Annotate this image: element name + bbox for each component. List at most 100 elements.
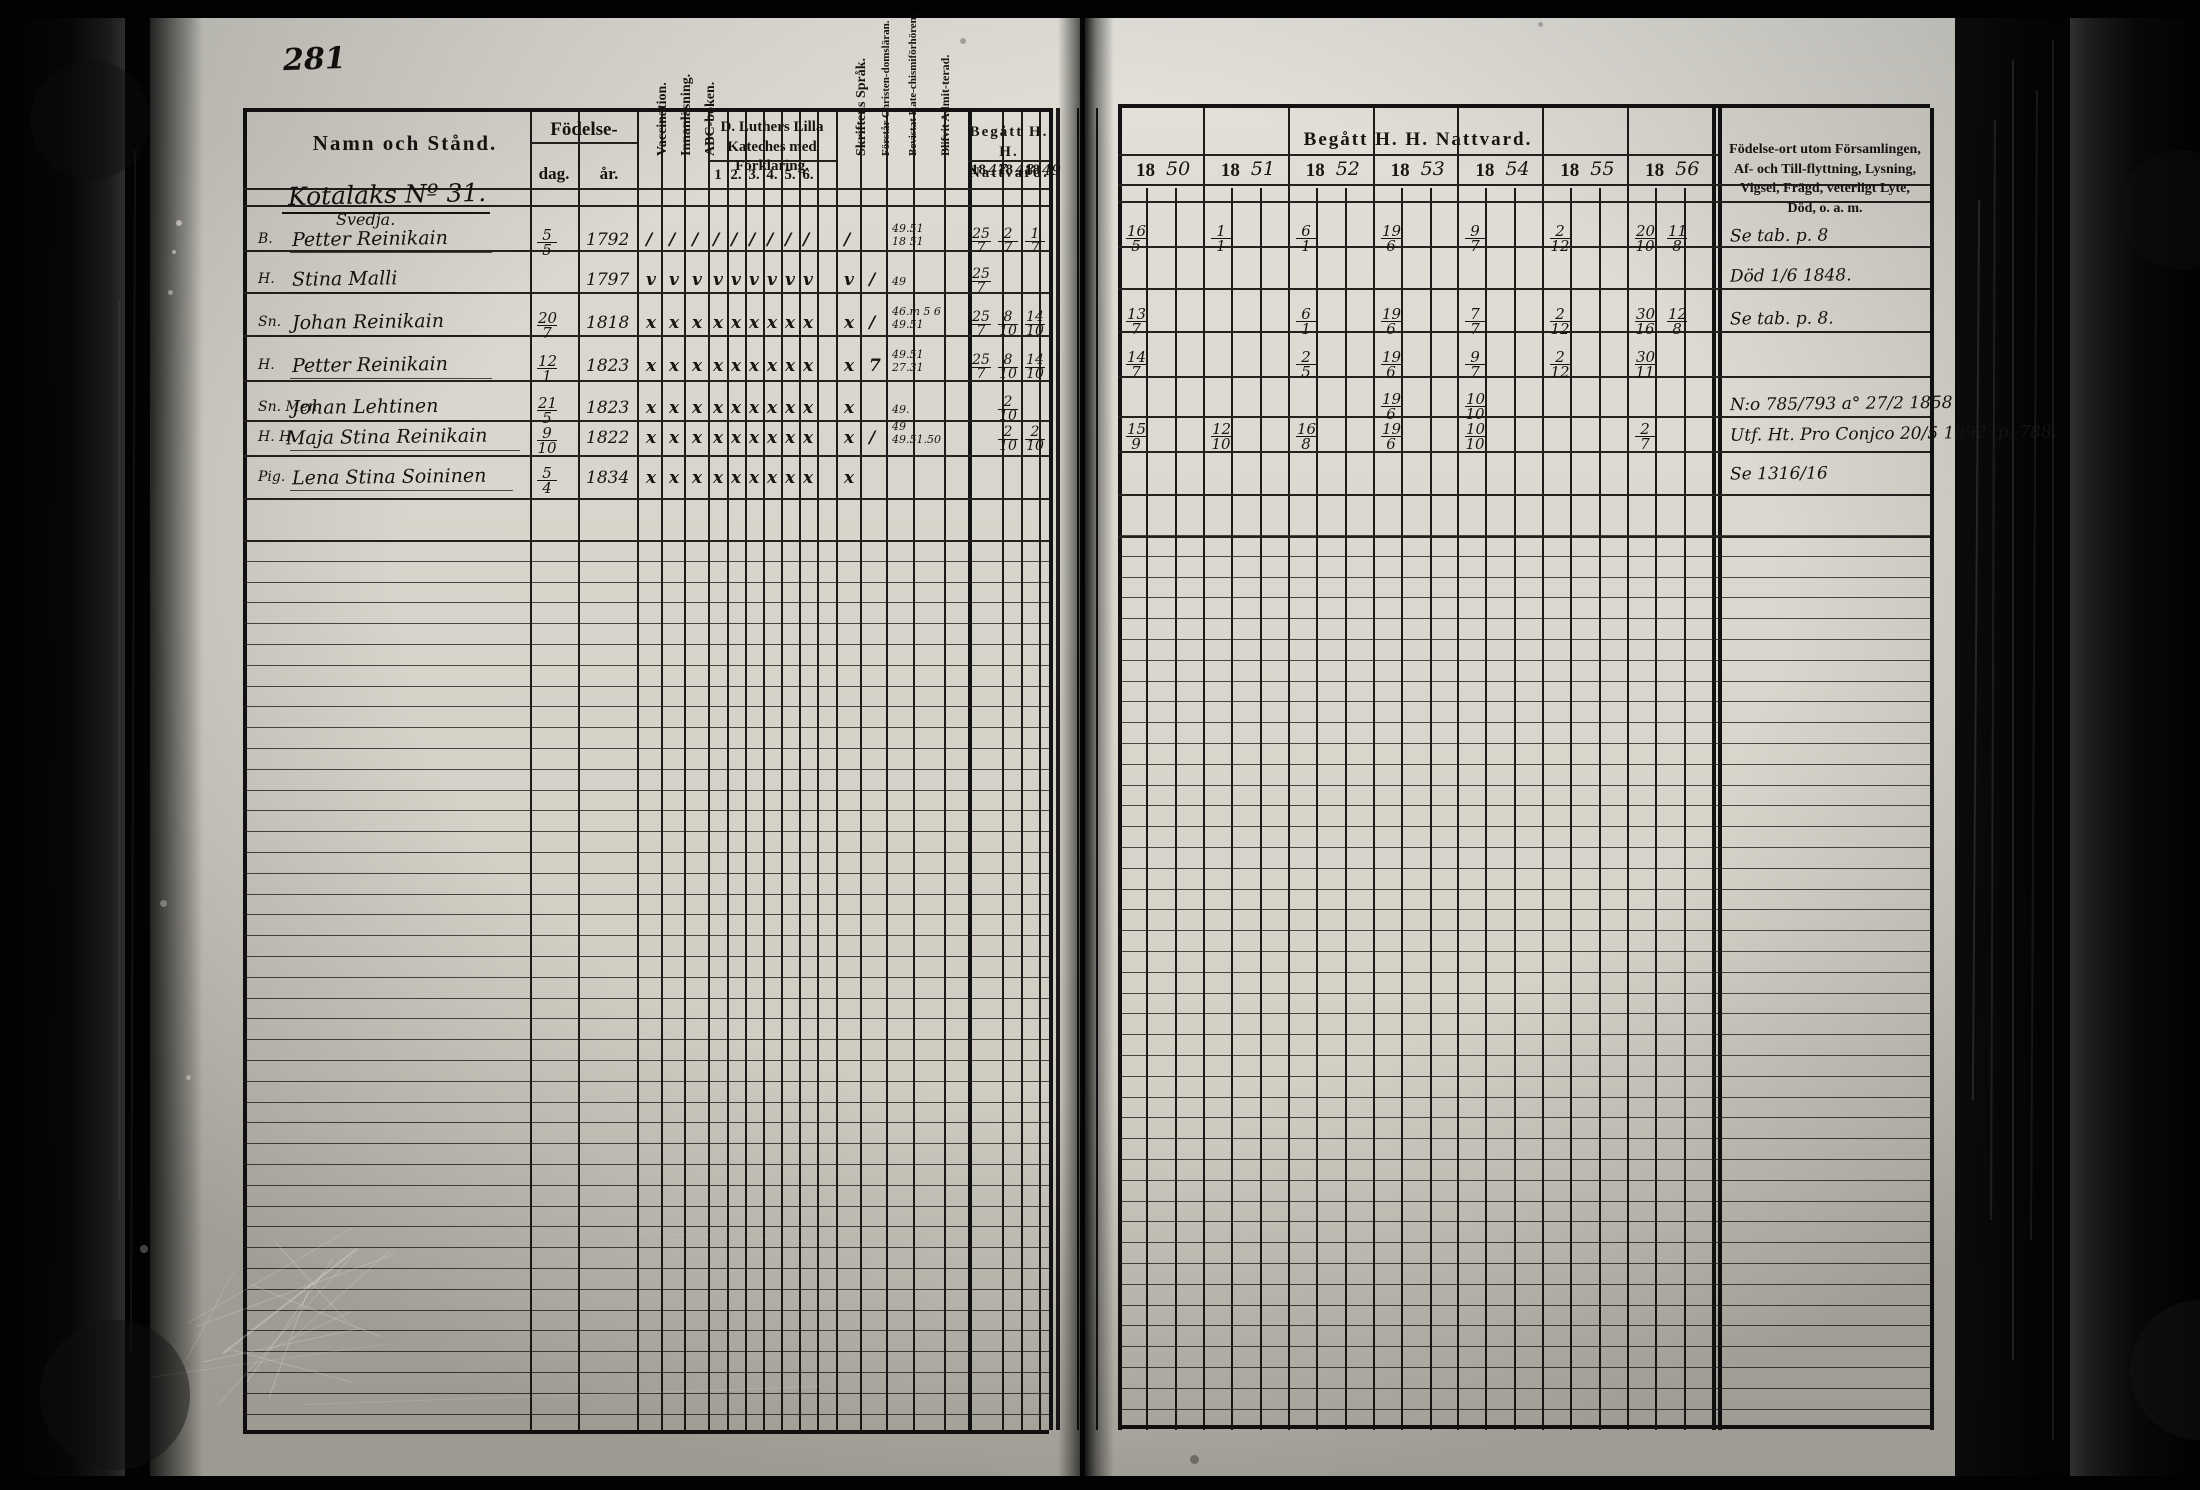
row-abc-book: x (692, 428, 703, 448)
row-catechism-mark: x (713, 428, 724, 448)
row-catechism-mark: x (713, 468, 724, 488)
row-title: H. (258, 357, 275, 373)
row-vaccination: v (646, 270, 656, 290)
row-catechism-mark: x (803, 356, 814, 376)
row-name-underline (290, 378, 492, 379)
row-birth-year: 1797 (586, 270, 630, 290)
grid-hline (243, 292, 1049, 294)
grid-hline (243, 582, 1049, 583)
row-exam: 49.51.50 (892, 433, 941, 446)
grid-hline (243, 498, 1049, 500)
row-catechism-mark: / (767, 230, 774, 250)
header-communion-right: Begått H. H. Nattvard. (1303, 129, 1533, 150)
grid-vline-sub (1345, 188, 1347, 1430)
grid-hline (243, 914, 1049, 915)
grid-hline (1118, 785, 1930, 786)
grid-vline-sub (1260, 188, 1262, 1430)
grid-hline (243, 790, 1049, 791)
header-proven-exam: Bevistat Kate-chismiförhören. (907, 14, 919, 156)
row-birth-year: 1834 (586, 468, 630, 488)
row-catechism-mark: x (785, 468, 796, 488)
row-catechism-mark: x (767, 356, 778, 376)
grid-hline (243, 1372, 1049, 1373)
grid-hline (1118, 930, 1930, 931)
grid-hline (243, 623, 1049, 624)
grid-hline (1118, 660, 1930, 661)
grid-hline (243, 540, 1049, 541)
row-note: Se 1316/16 (1729, 463, 1828, 485)
row-title: H. H. (258, 429, 296, 445)
row-exam: 49 (892, 275, 906, 288)
row-title: B. (258, 231, 273, 247)
row-communion-right: 19 6 (1381, 305, 1402, 339)
grid-hline (243, 831, 1049, 832)
grid-hline (243, 748, 1049, 749)
row-communion-right: 2 12 (1550, 222, 1570, 256)
header-catechism-num: 3. (748, 167, 760, 183)
row-exam-upper: 49.51 (892, 348, 924, 361)
row-title: Sn. Men. (258, 399, 322, 415)
grid-vline (1077, 108, 1079, 1430)
row-abc-book: x (692, 313, 703, 333)
grid-vline-sub (1570, 188, 1572, 1430)
row-note: Se tab. p. 8. (1729, 308, 1834, 330)
header-catechism-num: 6. (802, 167, 814, 183)
film-border-bottom (0, 1476, 2200, 1490)
row-christian-doctrine: / (869, 428, 876, 448)
grid-vline-sub (1316, 188, 1318, 1430)
row-exam: 27.31 (892, 361, 924, 374)
header-notes: Födelse-ort utom Församlingen, Af- och T… (1729, 142, 1921, 216)
grid-hline (243, 1102, 1049, 1103)
row-reading: v (669, 270, 679, 290)
grid-hline (243, 977, 1049, 978)
grid-hline (243, 1060, 1049, 1061)
grid-hline (1118, 416, 1930, 418)
page-number: 281 (282, 40, 347, 79)
row-name: Maja Stina Reinikain (285, 424, 488, 450)
grid-hline (530, 142, 637, 144)
header-reading: Innanläsning. (679, 73, 694, 156)
grid-vline-sub (1599, 188, 1601, 1430)
row-name-underline (290, 420, 478, 421)
row-catechism-mark: x (713, 398, 724, 418)
row-catechism-mark: v (767, 270, 777, 290)
row-communion-right: 10 10 (1465, 420, 1486, 454)
grid-hline (243, 727, 1049, 728)
grid-vline (1056, 108, 1058, 1430)
row-note: Se tab. p. 8 (1729, 225, 1829, 247)
row-exam: 49.51 (892, 318, 924, 331)
year-suffix: 48 (1015, 161, 1035, 179)
row-catechism-mark: x (803, 313, 814, 333)
grid-hline (1118, 1076, 1930, 1077)
grid-hline (243, 665, 1049, 666)
row-birth-day: 20 7 (537, 309, 558, 343)
grid-hline (243, 1143, 1049, 1144)
row-scripture: x (844, 356, 855, 376)
row-communion-left: 2 10 (998, 424, 1018, 455)
row-note: Utf. Ht. Pro Conjco 20/5 1892. p. 788. (1729, 422, 2058, 446)
grid-vline (1049, 108, 1053, 1430)
header-catechism-num: 4. (766, 167, 778, 183)
row-abc-book: x (692, 468, 703, 488)
row-communion-right: 12 10 (1211, 420, 1232, 454)
grid-hline (243, 1330, 1049, 1331)
grid-hline (1118, 972, 1930, 973)
year-suffix: 56 (1675, 158, 1700, 180)
row-scripture: x (844, 468, 855, 488)
grid-hline (243, 852, 1049, 853)
grid-hline (243, 873, 1049, 874)
year-suffix: 55 (1590, 158, 1615, 180)
row-birth-day: 9 10 (537, 424, 557, 458)
grid-hline (243, 644, 1049, 645)
row-scripture: x (844, 313, 855, 333)
farm-heading-underline (282, 212, 490, 214)
page-right-leaf (1085, 18, 1955, 1478)
row-exam: 18 51 (892, 235, 924, 248)
grid-hline (1118, 681, 1930, 682)
grid-hline (1118, 701, 1930, 702)
grid-vline (1712, 108, 1716, 1430)
grid-hline (243, 1289, 1049, 1290)
grid-hline (243, 1226, 1049, 1227)
grid-hline (243, 540, 1049, 542)
